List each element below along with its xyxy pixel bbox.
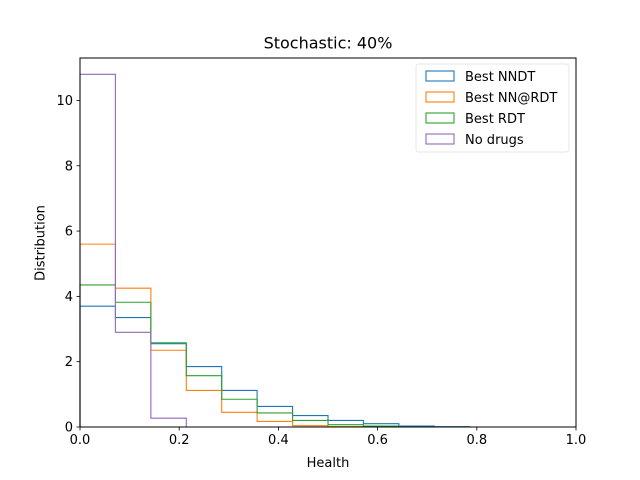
legend-label-best-nn-rdt: Best NN@RDT — [465, 91, 557, 106]
legend-swatch-best-nndt — [425, 70, 455, 82]
series-best-nn-rdt-step — [79, 243, 576, 428]
series-best-nndt-step — [79, 305, 576, 428]
y-tick-label: 4 — [65, 290, 73, 305]
chart-title: Stochastic: 40% — [264, 34, 393, 53]
plot-frame — [79, 57, 577, 428]
legend-box — [415, 63, 570, 153]
legend-swatch-best-rdt — [425, 112, 455, 124]
legend-swatch-no-drugs — [425, 133, 455, 145]
series-best-rdt-step — [79, 284, 576, 428]
legend-swatch-best-nn-rdt — [425, 91, 455, 103]
x-tick-label: 1.0 — [566, 433, 587, 448]
legend-label-best-nndt: Best NNDT — [465, 70, 535, 85]
x-tick-label: 0.4 — [268, 433, 289, 448]
legend-label-no-drugs: No drugs — [465, 133, 524, 148]
x-tick-label: 0.0 — [70, 433, 91, 448]
x-tick-label: 0.2 — [169, 433, 190, 448]
legend: Best NNDT Best NN@RDT Best RDT No drugs — [415, 63, 570, 153]
y-axis-ticks: 0 2 4 6 8 10 — [56, 94, 80, 436]
x-tick-label: 0.6 — [367, 433, 388, 448]
legend-label-best-rdt: Best RDT — [465, 112, 525, 127]
y-tick-label: 2 — [65, 355, 73, 370]
x-axis-label: Health — [307, 456, 350, 471]
y-tick-label: 8 — [65, 159, 73, 174]
y-tick-label: 0 — [65, 421, 73, 436]
x-axis-ticks: 0.0 0.2 0.4 0.6 0.8 1.0 — [70, 427, 587, 448]
y-tick-label: 6 — [65, 225, 73, 240]
y-tick-label: 10 — [56, 94, 73, 109]
y-axis-label: Distribution — [34, 205, 49, 281]
x-tick-label: 0.8 — [466, 433, 487, 448]
